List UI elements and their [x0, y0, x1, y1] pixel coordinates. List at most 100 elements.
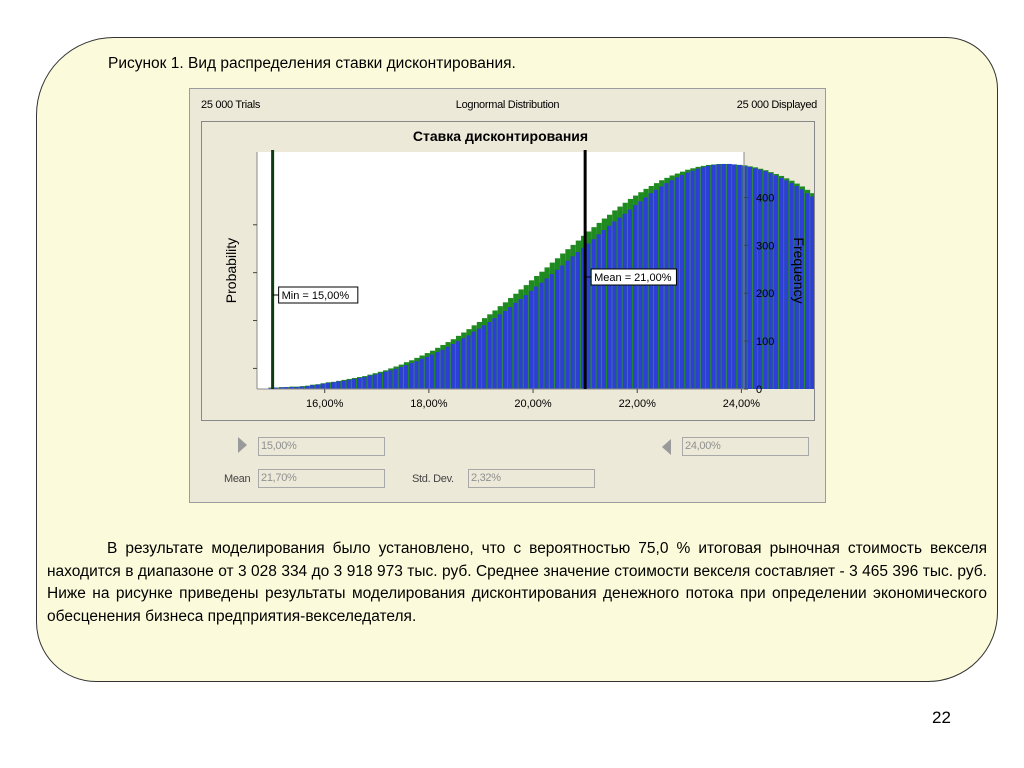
mean-label: Mean [224, 473, 251, 485]
histogram-bar [664, 183, 669, 389]
displayed-count: 25 000 Displayed [736, 99, 818, 111]
histogram-bar [372, 374, 377, 389]
histogram-bar [414, 361, 419, 389]
frequency-tick-label: 200 [756, 288, 774, 300]
crystal-ball-forecast-window: 25 000 Trials Lognormal Distribution 25 … [189, 88, 826, 503]
mean-marker-label-box [590, 268, 677, 286]
histogram-bar [539, 282, 544, 389]
histogram-bar [560, 265, 565, 389]
histogram-bar [528, 290, 534, 389]
histogram-bar [367, 375, 372, 389]
lower-range-field[interactable]: 15,00% [258, 437, 385, 456]
histogram-bar [398, 366, 403, 389]
upper-grabber-icon[interactable] [662, 439, 671, 455]
min-marker-label: Min = 15,00% [282, 290, 350, 302]
histogram-bar [492, 318, 497, 389]
histogram-bar [659, 186, 664, 389]
mean-marker-label: Mean = 21,00% [594, 272, 672, 284]
histogram-bar [330, 382, 336, 389]
histogram-bar [304, 386, 310, 389]
histogram-bar [601, 230, 607, 389]
stddev-label: Std. Dev. [412, 473, 454, 485]
histogram-bar [737, 164, 742, 389]
histogram-bar [565, 260, 570, 389]
histogram-bar [633, 205, 638, 389]
figure-caption: Рисунок 1. Вид распределения ставки диск… [108, 55, 516, 72]
histogram-bar [534, 286, 539, 389]
histogram-bar [711, 164, 716, 389]
histogram-bar [346, 379, 351, 389]
histogram-bar [273, 387, 278, 389]
upper-range-field[interactable]: 24,00% [682, 437, 809, 456]
histogram-bar [554, 269, 560, 389]
histogram-bar [758, 169, 763, 389]
histogram-bar [466, 335, 471, 389]
chart-title: Ставка дисконтирования [413, 128, 588, 144]
histogram-bar [377, 373, 383, 389]
histogram-bar [320, 383, 325, 389]
histogram-bar [591, 239, 596, 389]
min-marker-label-box [278, 286, 359, 304]
histogram-bar [784, 180, 789, 389]
histogram-bar [351, 378, 357, 389]
histogram-bar [580, 247, 586, 389]
histogram-bar [336, 381, 341, 389]
histogram-bar [549, 274, 554, 389]
frequency-tick-label: 100 [756, 336, 774, 348]
histogram-bar [685, 172, 690, 389]
histogram-bar [695, 168, 700, 389]
histogram-bar [690, 170, 695, 389]
histogram-bar [362, 377, 367, 389]
histogram-bar [544, 278, 549, 389]
histogram-bar [424, 356, 429, 389]
histogram-bar [752, 168, 758, 389]
x-tick-label: 20,00% [514, 398, 552, 410]
histogram-bar [789, 183, 794, 389]
histogram-bar [310, 385, 315, 389]
histogram-bar [523, 295, 528, 389]
histogram-bar [409, 363, 414, 389]
frequency-tick-label: 0 [756, 384, 762, 396]
histogram-bar [794, 185, 799, 389]
paragraph-text: В результате моделирования было установл… [47, 540, 987, 625]
histogram-bar [284, 387, 289, 389]
histogram-bar [445, 346, 450, 389]
histogram-chart: Ставка дисконтирования 0 100 200 300 400 16,00… [223, 128, 814, 410]
histogram-bar [747, 166, 752, 389]
probability-axis-label: Probability [223, 238, 239, 303]
histogram-bar [476, 328, 482, 389]
histogram-bar [570, 256, 575, 389]
histogram-bar [435, 352, 440, 389]
histogram-bar [403, 365, 409, 389]
x-tick-label: 18,00% [410, 398, 448, 410]
histogram-bar [763, 171, 768, 389]
histogram-bar [648, 193, 653, 389]
frequency-tick-label: 300 [756, 240, 774, 252]
histogram-bar [502, 310, 508, 389]
lower-grabber-icon[interactable] [238, 437, 247, 453]
trials-count: 25 000 Trials [201, 99, 261, 111]
histogram-bar [716, 164, 721, 389]
histogram-bar [622, 213, 627, 389]
histogram-bar [325, 382, 330, 389]
histogram-bar [278, 387, 284, 389]
histogram-bar [721, 163, 726, 389]
frequency-axis-label: Frequency [791, 237, 807, 303]
histogram-bar [638, 201, 643, 389]
histogram-bar [575, 252, 580, 389]
histogram-bar [299, 386, 304, 389]
distribution-name: Lognormal Distribution [455, 99, 560, 111]
x-tick-label: 24,00% [723, 398, 761, 410]
histogram-bar [508, 307, 513, 389]
histogram-bar [289, 387, 294, 389]
histogram-bar [778, 177, 784, 389]
histogram-bar [612, 221, 617, 389]
histogram-bar [596, 234, 601, 389]
histogram-bar [440, 349, 445, 389]
page-number: 22 [932, 708, 951, 727]
body-paragraph: В результате моделирования было установл… [47, 538, 987, 628]
histogram-bar [294, 387, 299, 389]
histogram-bar [810, 196, 814, 389]
histogram-bar [679, 174, 685, 389]
histogram-bar [419, 358, 424, 389]
